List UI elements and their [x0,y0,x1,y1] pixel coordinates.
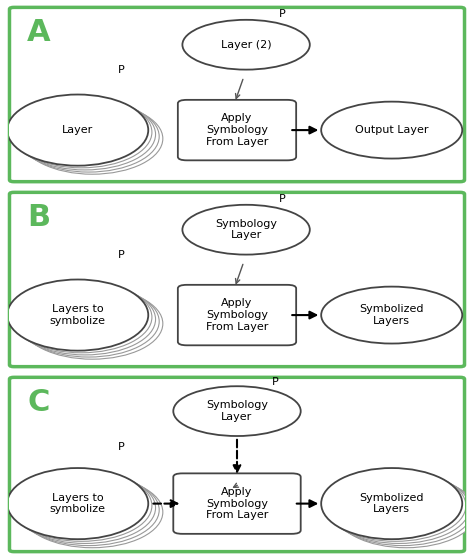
FancyBboxPatch shape [178,285,296,345]
Text: Apply
Symbology
From Layer: Apply Symbology From Layer [206,299,268,331]
Text: P: P [118,65,124,74]
Ellipse shape [22,477,163,548]
Text: P: P [272,377,279,387]
Ellipse shape [321,468,462,539]
Ellipse shape [15,472,155,543]
Ellipse shape [7,94,148,165]
Text: P: P [279,195,286,205]
Ellipse shape [7,468,148,539]
Ellipse shape [328,472,470,543]
Ellipse shape [7,280,148,350]
Text: P: P [118,250,124,259]
Text: P: P [118,442,124,452]
Ellipse shape [11,282,152,353]
Ellipse shape [321,287,462,344]
Ellipse shape [11,470,152,541]
Text: Output Layer: Output Layer [355,125,428,135]
Ellipse shape [182,205,310,254]
Text: Layers to
symbolize: Layers to symbolize [50,304,106,326]
Ellipse shape [18,475,159,546]
Ellipse shape [336,477,474,548]
Ellipse shape [15,99,155,170]
Text: Symbology
Layer: Symbology Layer [215,219,277,240]
Text: Symbolized
Layers: Symbolized Layers [359,304,424,326]
Ellipse shape [332,475,473,546]
Text: A: A [27,18,51,47]
Ellipse shape [321,102,462,159]
Ellipse shape [18,286,159,357]
Text: Layer: Layer [62,125,93,135]
FancyBboxPatch shape [173,473,301,534]
Text: Apply
Symbology
From Layer: Apply Symbology From Layer [206,487,268,520]
Ellipse shape [11,97,152,168]
Text: Apply
Symbology
From Layer: Apply Symbology From Layer [206,113,268,146]
Text: P: P [279,10,286,20]
Text: Layer (2): Layer (2) [221,40,272,50]
FancyBboxPatch shape [178,100,296,160]
FancyBboxPatch shape [9,377,465,552]
Ellipse shape [173,386,301,436]
Text: B: B [27,203,51,232]
Text: C: C [28,388,50,416]
Ellipse shape [22,288,163,359]
FancyBboxPatch shape [9,7,465,182]
Text: Layers to
symbolize: Layers to symbolize [50,493,106,514]
Ellipse shape [15,284,155,355]
Ellipse shape [22,103,163,174]
Text: Symbology
Layer: Symbology Layer [206,400,268,422]
Ellipse shape [182,20,310,70]
Ellipse shape [325,470,466,541]
Text: Symbolized
Layers: Symbolized Layers [359,493,424,514]
Ellipse shape [18,101,159,172]
FancyBboxPatch shape [9,192,465,367]
